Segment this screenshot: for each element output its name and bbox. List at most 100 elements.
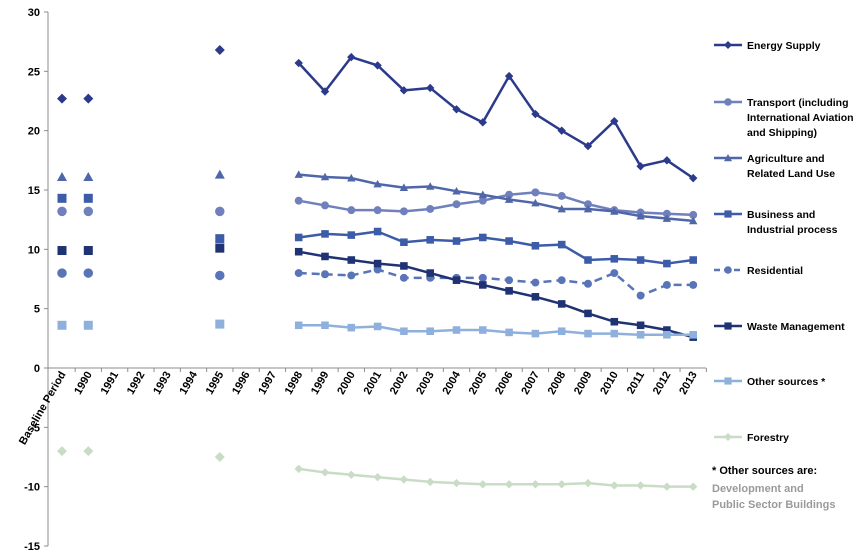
- x-tick-label: 2005: [467, 370, 490, 397]
- data-point: [57, 446, 67, 457]
- data-point: [215, 319, 225, 329]
- data-point: [663, 330, 671, 339]
- data-point: [504, 195, 514, 203]
- data-point: [531, 188, 540, 197]
- legend: Energy Supply Transport (including Interna…: [714, 40, 854, 444]
- legend-label-line: Residential: [747, 265, 803, 277]
- data-point: [347, 271, 356, 280]
- data-point: [294, 233, 303, 242]
- data-point: [583, 141, 593, 151]
- data-point: [373, 179, 382, 188]
- data-point: [583, 204, 593, 213]
- data-point: [662, 156, 672, 165]
- series-5: [57, 243, 697, 341]
- data-point: [557, 480, 566, 489]
- data-point: [347, 52, 356, 62]
- note-line-1: Development and: [712, 483, 804, 495]
- note-line-2: Public Sector Buildings: [712, 499, 835, 511]
- data-point: [662, 482, 672, 491]
- y-tick-label: -10: [24, 482, 40, 494]
- legend-swatch-marker: [724, 154, 732, 162]
- data-point: [294, 269, 303, 278]
- data-point: [400, 262, 408, 270]
- x-tick-label: 1992: [125, 370, 148, 397]
- data-point: [531, 329, 540, 338]
- data-point: [399, 86, 409, 95]
- data-point: [505, 190, 514, 199]
- data-point: [321, 230, 329, 238]
- data-point: [57, 171, 67, 181]
- x-tick-label: 2012: [651, 370, 674, 397]
- data-point: [663, 326, 671, 334]
- data-point: [557, 126, 566, 135]
- data-point: [373, 259, 382, 268]
- data-point: [294, 321, 303, 330]
- data-point: [531, 480, 540, 489]
- data-point: [399, 207, 408, 216]
- data-point: [689, 330, 697, 339]
- series-line: [298, 268, 694, 297]
- data-point: [373, 472, 382, 482]
- legend-label: Other sources *: [747, 376, 826, 388]
- data-point: [83, 171, 94, 181]
- data-point: [83, 320, 93, 330]
- y-tick-label: 15: [28, 185, 40, 197]
- data-point: [452, 478, 461, 488]
- data-point: [610, 255, 619, 263]
- data-point: [662, 209, 671, 218]
- series-layer: [57, 44, 698, 491]
- legend-swatch-marker: [724, 98, 732, 106]
- data-point: [426, 477, 435, 487]
- data-point: [347, 173, 356, 182]
- data-point: [426, 327, 434, 335]
- y-tick-label: -15: [24, 541, 40, 553]
- y-tick-label: 5: [34, 304, 40, 316]
- data-point: [478, 196, 487, 205]
- data-point: [557, 191, 566, 200]
- x-tick-label: 2001: [362, 370, 385, 397]
- data-point: [321, 321, 329, 330]
- series-0: [57, 44, 698, 183]
- data-point: [57, 268, 67, 278]
- data-point: [215, 243, 225, 253]
- legend-label: Transport (including International Aviati…: [747, 97, 854, 139]
- series-line: [298, 230, 694, 265]
- data-point: [531, 293, 540, 301]
- legend-label: Agriculture and Related Land Use: [747, 153, 835, 180]
- data-point: [320, 468, 330, 477]
- other-sources-note: * Other sources are: Development and Pub…: [712, 465, 835, 511]
- legend-label-line: Other sources *: [747, 376, 826, 388]
- legend-label: Waste Management: [747, 321, 845, 333]
- x-tick-label: 1993: [151, 370, 174, 397]
- data-point: [400, 238, 408, 246]
- data-point: [426, 204, 435, 213]
- data-point: [426, 182, 435, 190]
- data-point: [610, 329, 619, 338]
- legend-item-1: Transport (including International Aviati…: [714, 97, 854, 139]
- series-7: [57, 446, 698, 491]
- x-tick-label: 2010: [598, 370, 621, 397]
- legend-label-line: Industrial process: [747, 224, 838, 236]
- legend-label-line: International Aviation: [747, 112, 854, 124]
- data-point: [83, 268, 94, 278]
- data-point: [479, 281, 487, 289]
- legend-label: Energy Supply: [747, 40, 821, 52]
- data-point: [452, 200, 461, 209]
- y-tick-label: 0: [34, 363, 40, 375]
- legend-label-line: Related Land Use: [747, 168, 835, 180]
- legend-swatch-marker: [724, 210, 732, 218]
- x-tick-label: 2000: [335, 370, 358, 397]
- data-point: [452, 105, 461, 114]
- data-point: [399, 475, 409, 484]
- legend-item-6: Other sources *: [714, 376, 826, 388]
- x-tick-label: 2013: [677, 370, 700, 397]
- legend-swatch-marker: [724, 322, 732, 330]
- legend-label: Residential: [747, 265, 803, 277]
- data-point: [479, 326, 487, 334]
- data-point: [294, 247, 303, 256]
- data-point: [610, 207, 619, 215]
- legend-label-line: and Shipping): [747, 127, 817, 139]
- data-point: [347, 231, 356, 239]
- x-tick-label: 2007: [519, 370, 542, 397]
